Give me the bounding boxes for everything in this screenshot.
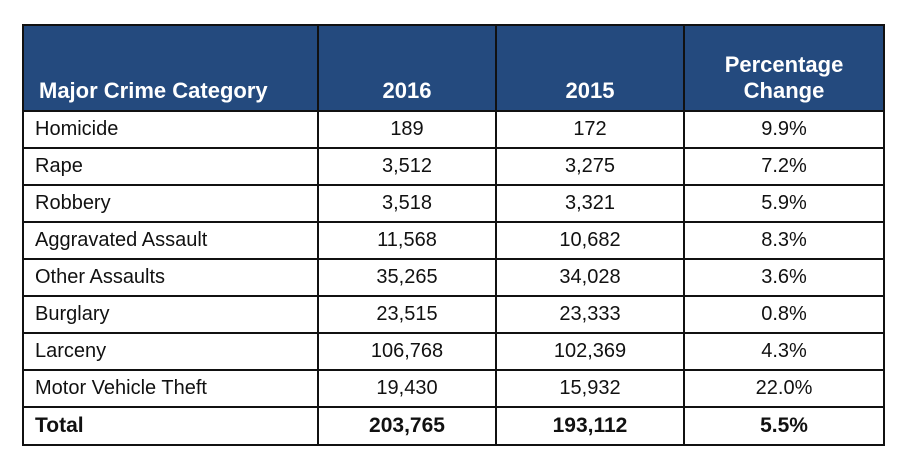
row-category: Homicide: [22, 110, 319, 149]
row-percentage-change: 5.9%: [683, 184, 885, 223]
row-category: Other Assaults: [22, 258, 319, 297]
header-percentage-line1: Percentage: [724, 52, 844, 77]
row-percentage-change: 3.6%: [683, 258, 885, 297]
table-row: Other Assaults 35,265 34,028 3.6%: [22, 258, 885, 297]
row-percentage-change: 22.0%: [683, 369, 885, 408]
header-2016: 2016: [317, 24, 497, 112]
total-2015-value: 193,112: [495, 406, 685, 446]
header-percentage-line2: Change: [743, 78, 825, 103]
header-category: Major Crime Category: [22, 24, 319, 112]
row-2016-value: 35,265: [317, 258, 497, 297]
table-row: Aggravated Assault 11,568 10,682 8.3%: [22, 221, 885, 260]
table-row: Robbery 3,518 3,321 5.9%: [22, 184, 885, 223]
row-2016-value: 189: [317, 110, 497, 149]
row-2015-value: 10,682: [495, 221, 685, 260]
header-percentage-change: Percentage Change: [683, 24, 885, 112]
header-row: Major Crime Category 2016 2015 Percentag…: [22, 24, 885, 112]
row-2016-value: 3,512: [317, 147, 497, 186]
row-category: Robbery: [22, 184, 319, 223]
row-percentage-change: 9.9%: [683, 110, 885, 149]
table-body: Homicide 189 172 9.9% Rape 3,512 3,275 7…: [22, 110, 885, 446]
row-percentage-change: 0.8%: [683, 295, 885, 334]
row-category: Larceny: [22, 332, 319, 371]
row-2016-value: 23,515: [317, 295, 497, 334]
table-row: Larceny 106,768 102,369 4.3%: [22, 332, 885, 371]
row-percentage-change: 8.3%: [683, 221, 885, 260]
total-label: Total: [22, 406, 319, 446]
total-row: Total 203,765 193,112 5.5%: [22, 406, 885, 446]
header-2015: 2015: [495, 24, 685, 112]
table-row: Rape 3,512 3,275 7.2%: [22, 147, 885, 186]
table-header: Major Crime Category 2016 2015 Percentag…: [22, 24, 885, 112]
row-2016-value: 106,768: [317, 332, 497, 371]
row-2015-value: 15,932: [495, 369, 685, 408]
row-2015-value: 3,275: [495, 147, 685, 186]
total-2016-value: 203,765: [317, 406, 497, 446]
row-2015-value: 34,028: [495, 258, 685, 297]
row-category: Motor Vehicle Theft: [22, 369, 319, 408]
row-percentage-change: 4.3%: [683, 332, 885, 371]
row-2016-value: 11,568: [317, 221, 497, 260]
table-row: Burglary 23,515 23,333 0.8%: [22, 295, 885, 334]
row-2016-value: 19,430: [317, 369, 497, 408]
row-percentage-change: 7.2%: [683, 147, 885, 186]
table-row: Homicide 189 172 9.9%: [22, 110, 885, 149]
total-percentage-change: 5.5%: [683, 406, 885, 446]
table-row: Motor Vehicle Theft 19,430 15,932 22.0%: [22, 369, 885, 408]
row-2016-value: 3,518: [317, 184, 497, 223]
row-category: Burglary: [22, 295, 319, 334]
row-category: Aggravated Assault: [22, 221, 319, 260]
crime-statistics-table: Major Crime Category 2016 2015 Percentag…: [22, 24, 885, 446]
row-2015-value: 23,333: [495, 295, 685, 334]
row-2015-value: 3,321: [495, 184, 685, 223]
row-2015-value: 102,369: [495, 332, 685, 371]
row-category: Rape: [22, 147, 319, 186]
row-2015-value: 172: [495, 110, 685, 149]
